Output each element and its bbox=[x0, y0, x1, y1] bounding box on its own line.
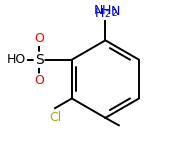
Text: NH$_2$: NH$_2$ bbox=[93, 4, 118, 20]
Text: Cl: Cl bbox=[49, 111, 61, 124]
Text: O: O bbox=[34, 74, 44, 87]
Text: H: H bbox=[94, 7, 104, 20]
Text: HO: HO bbox=[7, 53, 26, 66]
Text: O: O bbox=[34, 32, 44, 45]
Text: S: S bbox=[35, 53, 43, 67]
Text: $_2$N: $_2$N bbox=[104, 5, 120, 20]
